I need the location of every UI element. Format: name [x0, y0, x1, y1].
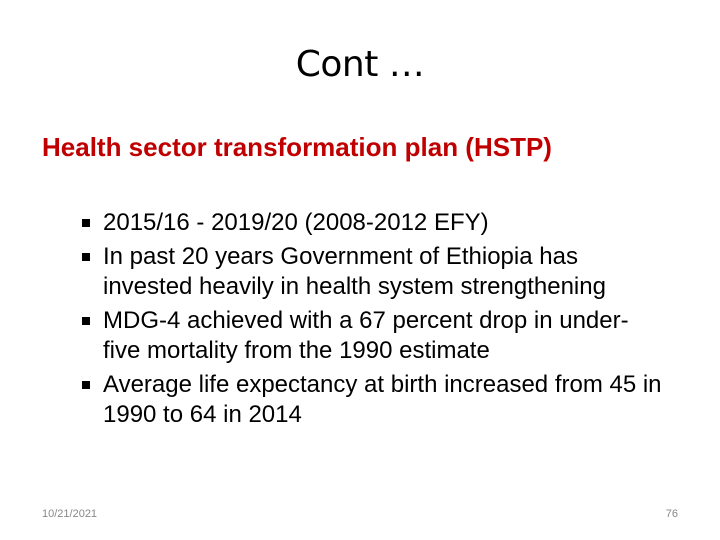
slide-title: Cont … — [295, 44, 425, 85]
bullet-list: 2015/16 - 2019/20 (2008-2012 EFY) In past… — [82, 204, 665, 430]
bullet-item: Average life expectancy at birth increas… — [82, 370, 665, 430]
bullet-item: MDG-4 achieved with a 67 percent drop in… — [82, 306, 665, 366]
bullet-item: 2015/16 - 2019/20 (2008-2012 EFY) — [82, 208, 665, 238]
footer-date: 10/21/2021 — [42, 508, 98, 520]
slide-subtitle: Health sector transformation plan (HSTP) — [42, 132, 552, 162]
page-number: 76 — [665, 508, 678, 520]
bullet-item: In past 20 years Government of Ethiopia … — [82, 242, 665, 302]
